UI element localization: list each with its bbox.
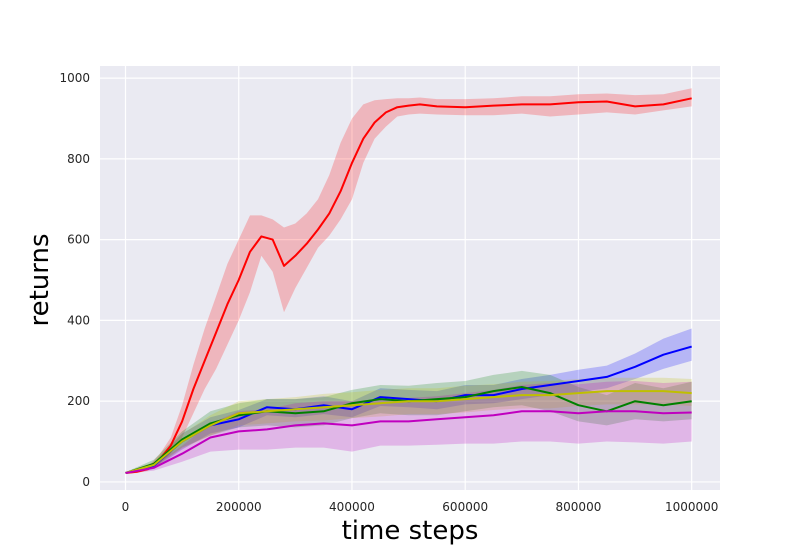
y-tick-label: 600 [67, 233, 90, 247]
series-0-line [125, 97, 692, 474]
y-tick-label: 1000 [59, 71, 90, 85]
x-tick-label: 800000 [556, 500, 602, 514]
plot-background [100, 66, 720, 490]
series-4-band [125, 381, 692, 474]
y-tick-label: 0 [82, 475, 90, 489]
y-tick-label: 800 [67, 152, 90, 166]
series-1-line [125, 345, 692, 474]
series-lines [125, 97, 692, 474]
y-tick-label: 200 [67, 394, 90, 408]
x-tick-label: 400000 [329, 500, 375, 514]
x-axis-label: time steps [342, 516, 479, 546]
x-tick-label: 200000 [216, 500, 262, 514]
series-4-line [125, 410, 692, 474]
x-tick-label: 1000000 [665, 500, 718, 514]
y-tick-label: 400 [67, 313, 90, 327]
y-axis-label: returns [25, 233, 55, 326]
series-3-line [125, 390, 692, 474]
y-tick-labels: 0 200 400 600 800 1000 [59, 71, 90, 489]
x-tick-label: 600000 [442, 500, 488, 514]
x-tick-label: 0 [122, 500, 130, 514]
series-2-band [125, 370, 692, 474]
x-tick-labels: 0 200000 400000 600000 800000 1000000 [122, 500, 719, 514]
series-3-band [125, 377, 692, 474]
